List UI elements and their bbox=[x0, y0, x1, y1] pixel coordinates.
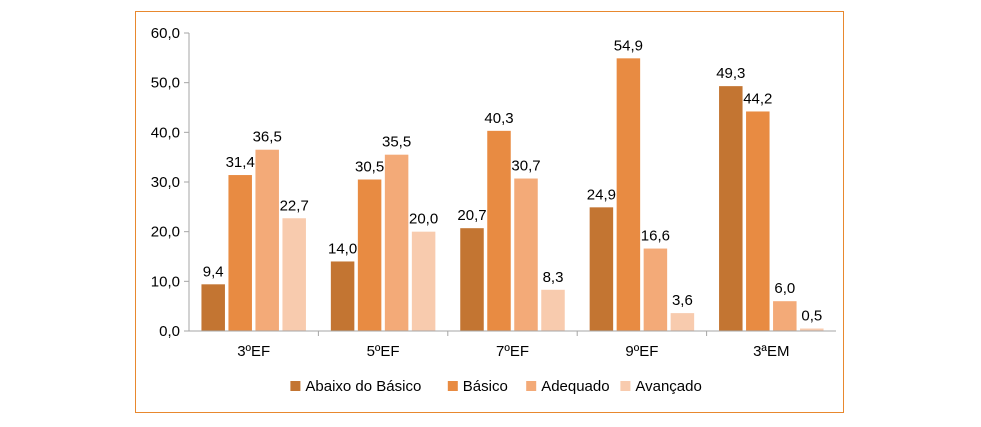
data-label: 44,2 bbox=[743, 90, 772, 107]
legend-swatch bbox=[620, 381, 631, 391]
legend-swatch bbox=[526, 381, 537, 391]
bar bbox=[460, 228, 484, 331]
data-label: 24,9 bbox=[587, 186, 616, 203]
bar bbox=[330, 261, 355, 331]
x-axis: 3ºEF 5ºEF 7ºEF 9ºEF 3ªEM bbox=[189, 330, 836, 360]
bar bbox=[670, 313, 695, 331]
legend-item: Abaixo do Básico bbox=[290, 378, 421, 395]
bar bbox=[384, 154, 409, 331]
legend-swatch bbox=[447, 381, 458, 391]
data-label: 36,5 bbox=[253, 129, 282, 146]
legend-label: Adequado bbox=[541, 378, 609, 395]
data-label: 20,0 bbox=[409, 211, 438, 228]
y-tick-label: 0,0 bbox=[159, 323, 180, 340]
x-tick-label: 5ºEF bbox=[367, 343, 400, 360]
y-tick-label: 60,0 bbox=[151, 25, 180, 42]
x-tick-label: 9ºEF bbox=[625, 343, 658, 360]
bar bbox=[616, 58, 641, 331]
data-label: 8,3 bbox=[543, 269, 564, 286]
bar bbox=[800, 328, 824, 331]
y-tick-label: 40,0 bbox=[151, 124, 180, 141]
bar bbox=[228, 175, 252, 331]
data-label: 49,3 bbox=[716, 65, 745, 82]
data-label: 6,0 bbox=[774, 280, 795, 297]
bar bbox=[411, 231, 436, 331]
bar bbox=[643, 248, 668, 331]
x-tick-label: 7ºEF bbox=[496, 343, 529, 360]
data-label: 30,5 bbox=[355, 159, 384, 176]
data-label: 14,0 bbox=[328, 240, 357, 257]
x-tick-label: 3ªEM bbox=[753, 343, 789, 360]
bar bbox=[282, 218, 306, 331]
legend-label: Abaixo do Básico bbox=[305, 378, 421, 395]
legend-label: Básico bbox=[463, 378, 508, 395]
legend-label: Avançado bbox=[635, 378, 701, 395]
bar bbox=[487, 130, 511, 331]
bar bbox=[255, 149, 279, 331]
bar bbox=[514, 178, 538, 331]
legend: Abaixo do Básico Básico Adequado Avançado bbox=[290, 378, 702, 395]
x-tick-label: 3ºEF bbox=[237, 343, 270, 360]
data-label: 20,7 bbox=[457, 207, 486, 224]
data-label: 35,5 bbox=[382, 134, 411, 151]
legend-swatch bbox=[290, 381, 301, 391]
y-tick-label: 10,0 bbox=[151, 273, 180, 290]
data-label: 22,7 bbox=[280, 197, 309, 214]
data-label: 16,6 bbox=[641, 228, 670, 245]
data-label: 3,6 bbox=[672, 292, 693, 309]
legend-item: Adequado bbox=[526, 378, 610, 395]
bar bbox=[589, 207, 614, 331]
bar bbox=[773, 301, 797, 331]
bar bbox=[357, 179, 382, 331]
data-label: 54,9 bbox=[614, 37, 643, 54]
y-tick-label: 50,0 bbox=[151, 75, 180, 92]
chart-frame: 0,0 10,0 20,0 30,0 40,0 50,0 60,0 9,4 31,4 36,5 2… bbox=[135, 11, 844, 413]
data-label: 9,4 bbox=[203, 263, 224, 280]
bar-chart: 0,0 10,0 20,0 30,0 40,0 50,0 60,0 9,4 31,4 36,5 2… bbox=[151, 25, 836, 395]
bar bbox=[201, 284, 225, 331]
legend-item: Avançado bbox=[620, 378, 702, 395]
bars: 9,4 31,4 36,5 22,7 14,0 30,5 35,5 20,0 20,7 40,3 3… bbox=[201, 37, 824, 332]
data-label: 31,4 bbox=[226, 154, 255, 171]
data-label: 30,7 bbox=[511, 158, 540, 175]
bar bbox=[719, 86, 743, 331]
bar bbox=[541, 289, 565, 331]
legend-item: Básico bbox=[447, 378, 508, 395]
data-label: 0,5 bbox=[801, 308, 822, 325]
y-tick-label: 20,0 bbox=[151, 224, 180, 241]
data-label: 40,3 bbox=[484, 110, 513, 127]
bar bbox=[746, 111, 770, 332]
y-axis: 0,0 10,0 20,0 30,0 40,0 50,0 60,0 bbox=[151, 25, 190, 340]
y-tick-label: 30,0 bbox=[151, 174, 180, 191]
